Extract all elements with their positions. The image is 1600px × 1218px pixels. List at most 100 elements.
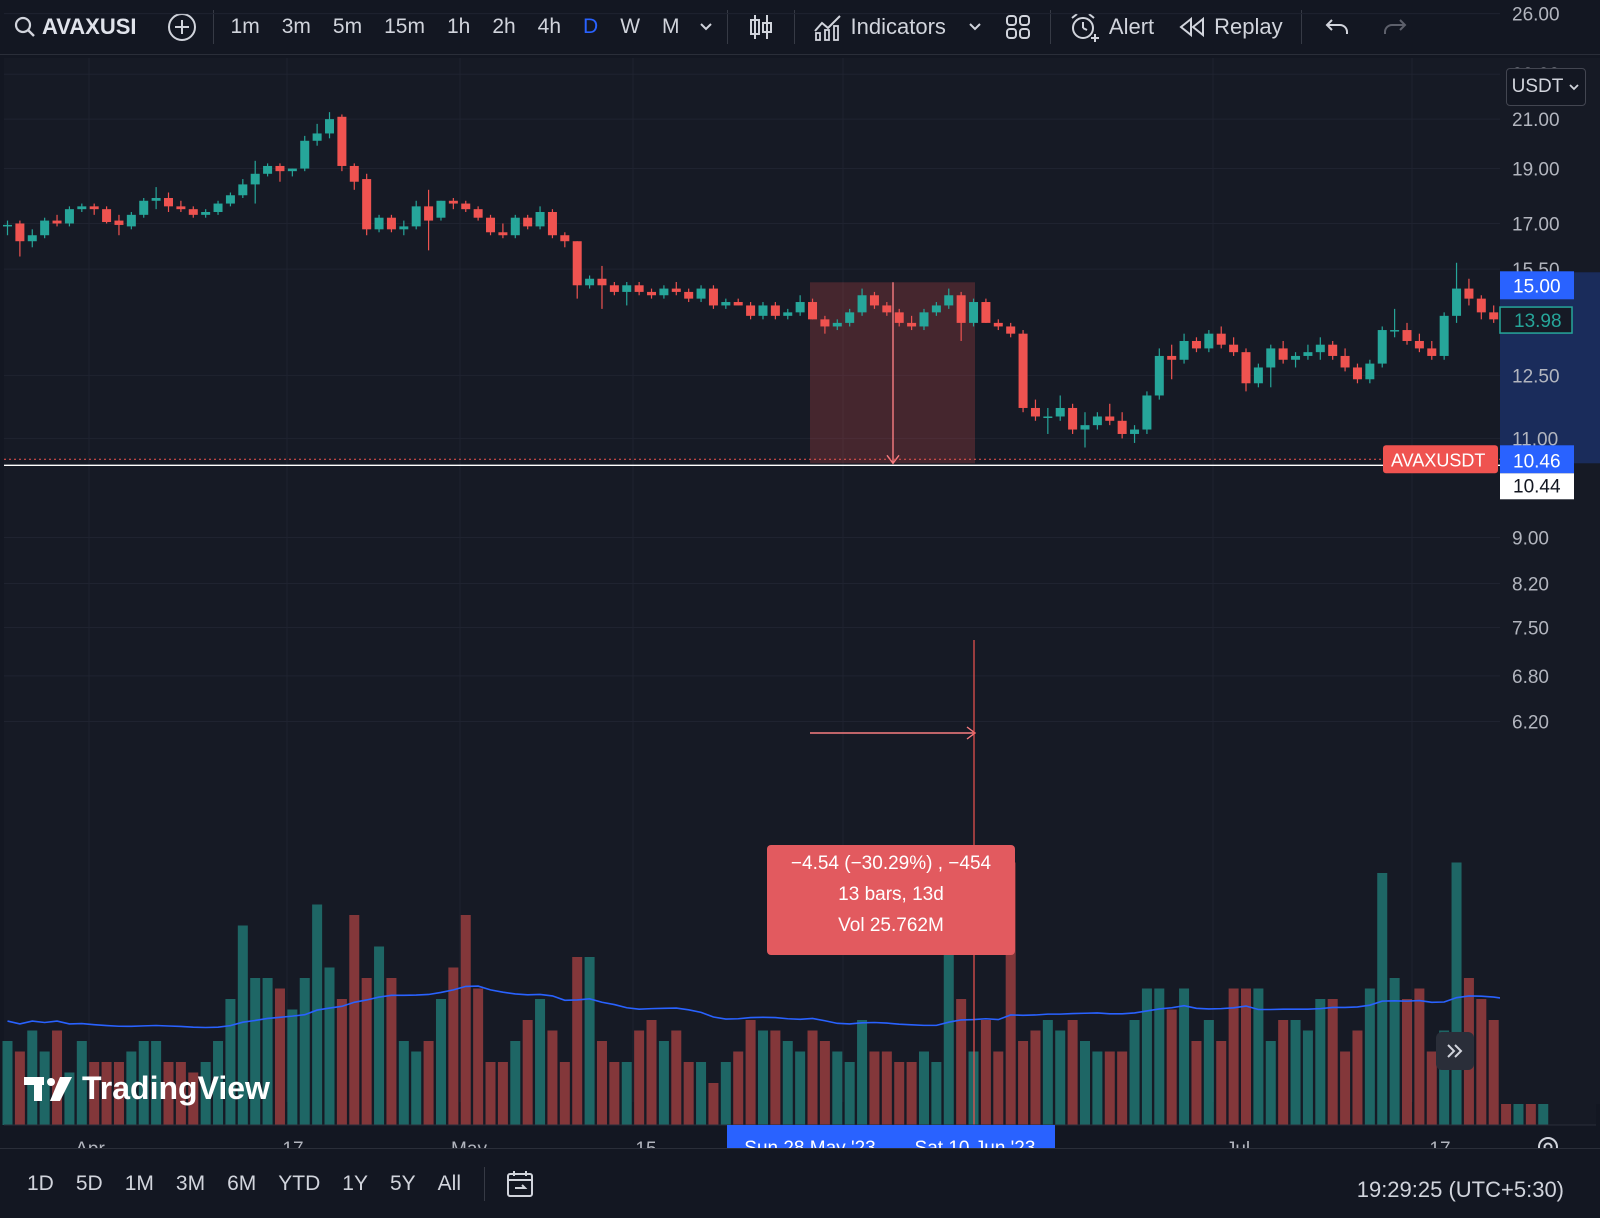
redo-icon: [1383, 19, 1407, 34]
measure-arrow-right: [966, 726, 977, 740]
candle-body: [312, 133, 322, 141]
interval-5m[interactable]: 5m: [332, 15, 363, 38]
price-chart[interactable]: 38.0034.0030.0026.0023.0021.0019.0017.00…: [0, 0, 1600, 1150]
candle-body: [89, 206, 99, 210]
candle-body: [151, 198, 161, 201]
indicators-icon: [813, 15, 841, 41]
candle-body: [808, 302, 818, 320]
candle-body: [114, 220, 124, 225]
replay-button[interactable]: Replay: [1166, 0, 1294, 54]
candle-body: [1452, 288, 1462, 316]
measure-arrow-down: [886, 454, 900, 465]
redo-button[interactable]: [1366, 0, 1424, 54]
volume-bar: [398, 1041, 409, 1125]
volume-bar: [1154, 988, 1165, 1125]
candle-body: [1352, 367, 1362, 380]
candle-body: [1427, 348, 1437, 356]
interval-3m[interactable]: 3m: [281, 15, 311, 38]
volume-bar: [374, 946, 385, 1125]
interval-dropdown[interactable]: [691, 0, 721, 54]
currency-selector[interactable]: USDT: [1506, 68, 1586, 106]
indicators-dropdown[interactable]: [958, 0, 992, 54]
price-tick-label: 6.80: [1512, 667, 1549, 688]
chart-type-button[interactable]: [734, 0, 788, 54]
chart-pane[interactable]: [4, 58, 1596, 1144]
candle-body: [399, 226, 409, 230]
candle-body: [448, 200, 458, 204]
volume-bar: [980, 1020, 991, 1125]
candle-body: [857, 295, 867, 313]
candle-body: [659, 288, 669, 296]
volume-bar: [696, 1062, 707, 1125]
candle-body: [1191, 340, 1201, 349]
layout-grid-icon: [1005, 15, 1030, 39]
candle-body: [1229, 344, 1239, 353]
range-1d[interactable]: 1D: [27, 1171, 54, 1195]
candle-body: [275, 165, 285, 172]
range-1m[interactable]: 1M: [124, 1171, 154, 1195]
volume-bar: [993, 1051, 1004, 1125]
templates-button[interactable]: [992, 0, 1044, 54]
indicators-button[interactable]: Indicators: [801, 0, 958, 54]
toolbar-divider: [1049, 10, 1051, 44]
top-toolbar: AVAXUSI 1m 3m 5m 15m 1h 2h 4h D W M Indicators: [0, 0, 1600, 55]
volume-bar: [64, 1072, 75, 1125]
range-5y[interactable]: 5Y: [389, 1171, 416, 1195]
range-ytd[interactable]: YTD: [278, 1171, 321, 1195]
volume-bar: [510, 1041, 521, 1125]
volume-bar: [1265, 1041, 1276, 1125]
candle-body: [820, 319, 830, 327]
volume-bar: [89, 1062, 100, 1125]
interval-w[interactable]: W: [620, 15, 641, 38]
interval-d[interactable]: D: [583, 15, 599, 38]
candle-body: [139, 200, 149, 215]
symbol-name: AVAXUSI: [42, 14, 137, 39]
range-6m[interactable]: 6M: [227, 1171, 257, 1195]
volume-bar: [1364, 988, 1375, 1125]
time-tick-label: 15: [635, 1139, 656, 1150]
replay-label: Replay: [1214, 14, 1283, 39]
candle-body: [1204, 333, 1214, 349]
volume-bar: [819, 1041, 830, 1125]
goto-date-button[interactable]: [491, 1157, 549, 1211]
interval-4h[interactable]: 4h: [537, 15, 562, 38]
measure-volume: Vol 25.762M: [838, 915, 944, 936]
volume-bar: [1179, 988, 1190, 1125]
volume-bar: [720, 1062, 731, 1125]
symbol-search[interactable]: AVAXUSI: [0, 0, 147, 54]
interval-1m[interactable]: 1m: [230, 15, 260, 38]
settings-icon: [1538, 1137, 1558, 1150]
candle-body: [1278, 348, 1288, 360]
candle-body: [461, 203, 471, 210]
candle-body: [758, 305, 768, 316]
interval-m-month[interactable]: M: [662, 15, 680, 38]
candle-body: [1142, 395, 1152, 430]
candle-body: [1365, 363, 1375, 380]
volume-bar: [881, 1051, 892, 1125]
range-3m[interactable]: 3M: [175, 1171, 206, 1195]
volume-bar: [52, 1030, 63, 1125]
interval-15m[interactable]: 15m: [384, 15, 425, 38]
volume-bar: [1340, 1051, 1351, 1125]
candle-body: [1414, 340, 1424, 349]
volume-bar: [1426, 1051, 1437, 1125]
volume-bar: [14, 1051, 25, 1125]
interval-2h[interactable]: 2h: [492, 15, 516, 38]
volume-bar: [584, 957, 595, 1125]
range-5d[interactable]: 5D: [75, 1171, 103, 1195]
candle-body: [944, 295, 954, 306]
clock-timezone[interactable]: 19:29:25 (UTC+5:30): [1356, 1177, 1564, 1202]
price-tick-label: 7.50: [1512, 619, 1549, 640]
settings-icon-center: [1543, 1142, 1553, 1150]
undo-button[interactable]: [1308, 0, 1366, 54]
range-all[interactable]: All: [437, 1171, 461, 1195]
candle-body: [1291, 355, 1301, 360]
candle-body: [1476, 298, 1486, 313]
range-1y[interactable]: 1Y: [342, 1171, 368, 1195]
volume-bar: [757, 1030, 768, 1125]
candle-body: [188, 209, 198, 215]
candle-body: [1105, 416, 1115, 421]
alert-button[interactable]: Alert: [1057, 0, 1166, 54]
scroll-to-realtime-button[interactable]: [1436, 1032, 1474, 1070]
interval-1h[interactable]: 1h: [446, 15, 471, 38]
